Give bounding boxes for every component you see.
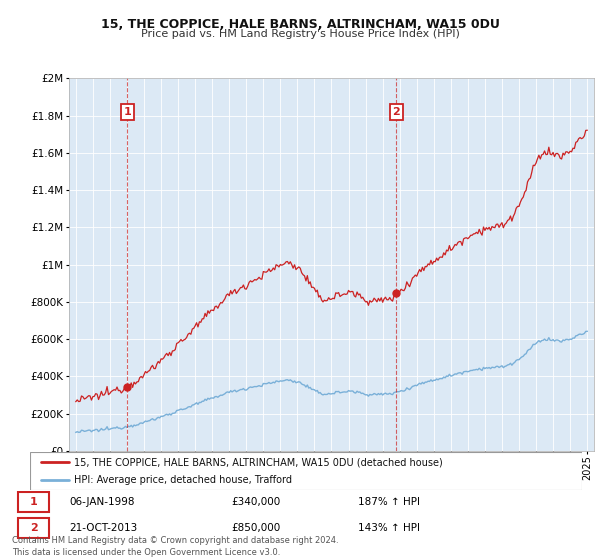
FancyBboxPatch shape (30, 452, 582, 490)
Text: Price paid vs. HM Land Registry's House Price Index (HPI): Price paid vs. HM Land Registry's House … (140, 29, 460, 39)
Text: 1: 1 (124, 107, 131, 117)
FancyBboxPatch shape (18, 492, 49, 512)
Text: 21-OCT-2013: 21-OCT-2013 (70, 523, 138, 533)
Text: Contains HM Land Registry data © Crown copyright and database right 2024.
This d: Contains HM Land Registry data © Crown c… (12, 536, 338, 557)
Text: 1: 1 (30, 497, 37, 507)
Text: 2: 2 (30, 523, 37, 533)
Text: £850,000: £850,000 (231, 523, 280, 533)
Text: £340,000: £340,000 (231, 497, 280, 507)
Text: 15, THE COPPICE, HALE BARNS, ALTRINCHAM, WA15 0DU (detached house): 15, THE COPPICE, HALE BARNS, ALTRINCHAM,… (74, 457, 443, 467)
FancyBboxPatch shape (18, 518, 49, 538)
Text: 06-JAN-1998: 06-JAN-1998 (70, 497, 135, 507)
Text: 2: 2 (392, 107, 400, 117)
Text: HPI: Average price, detached house, Trafford: HPI: Average price, detached house, Traf… (74, 475, 292, 486)
Text: 15, THE COPPICE, HALE BARNS, ALTRINCHAM, WA15 0DU: 15, THE COPPICE, HALE BARNS, ALTRINCHAM,… (101, 18, 499, 31)
Text: 143% ↑ HPI: 143% ↑ HPI (358, 523, 419, 533)
Text: 187% ↑ HPI: 187% ↑ HPI (358, 497, 419, 507)
